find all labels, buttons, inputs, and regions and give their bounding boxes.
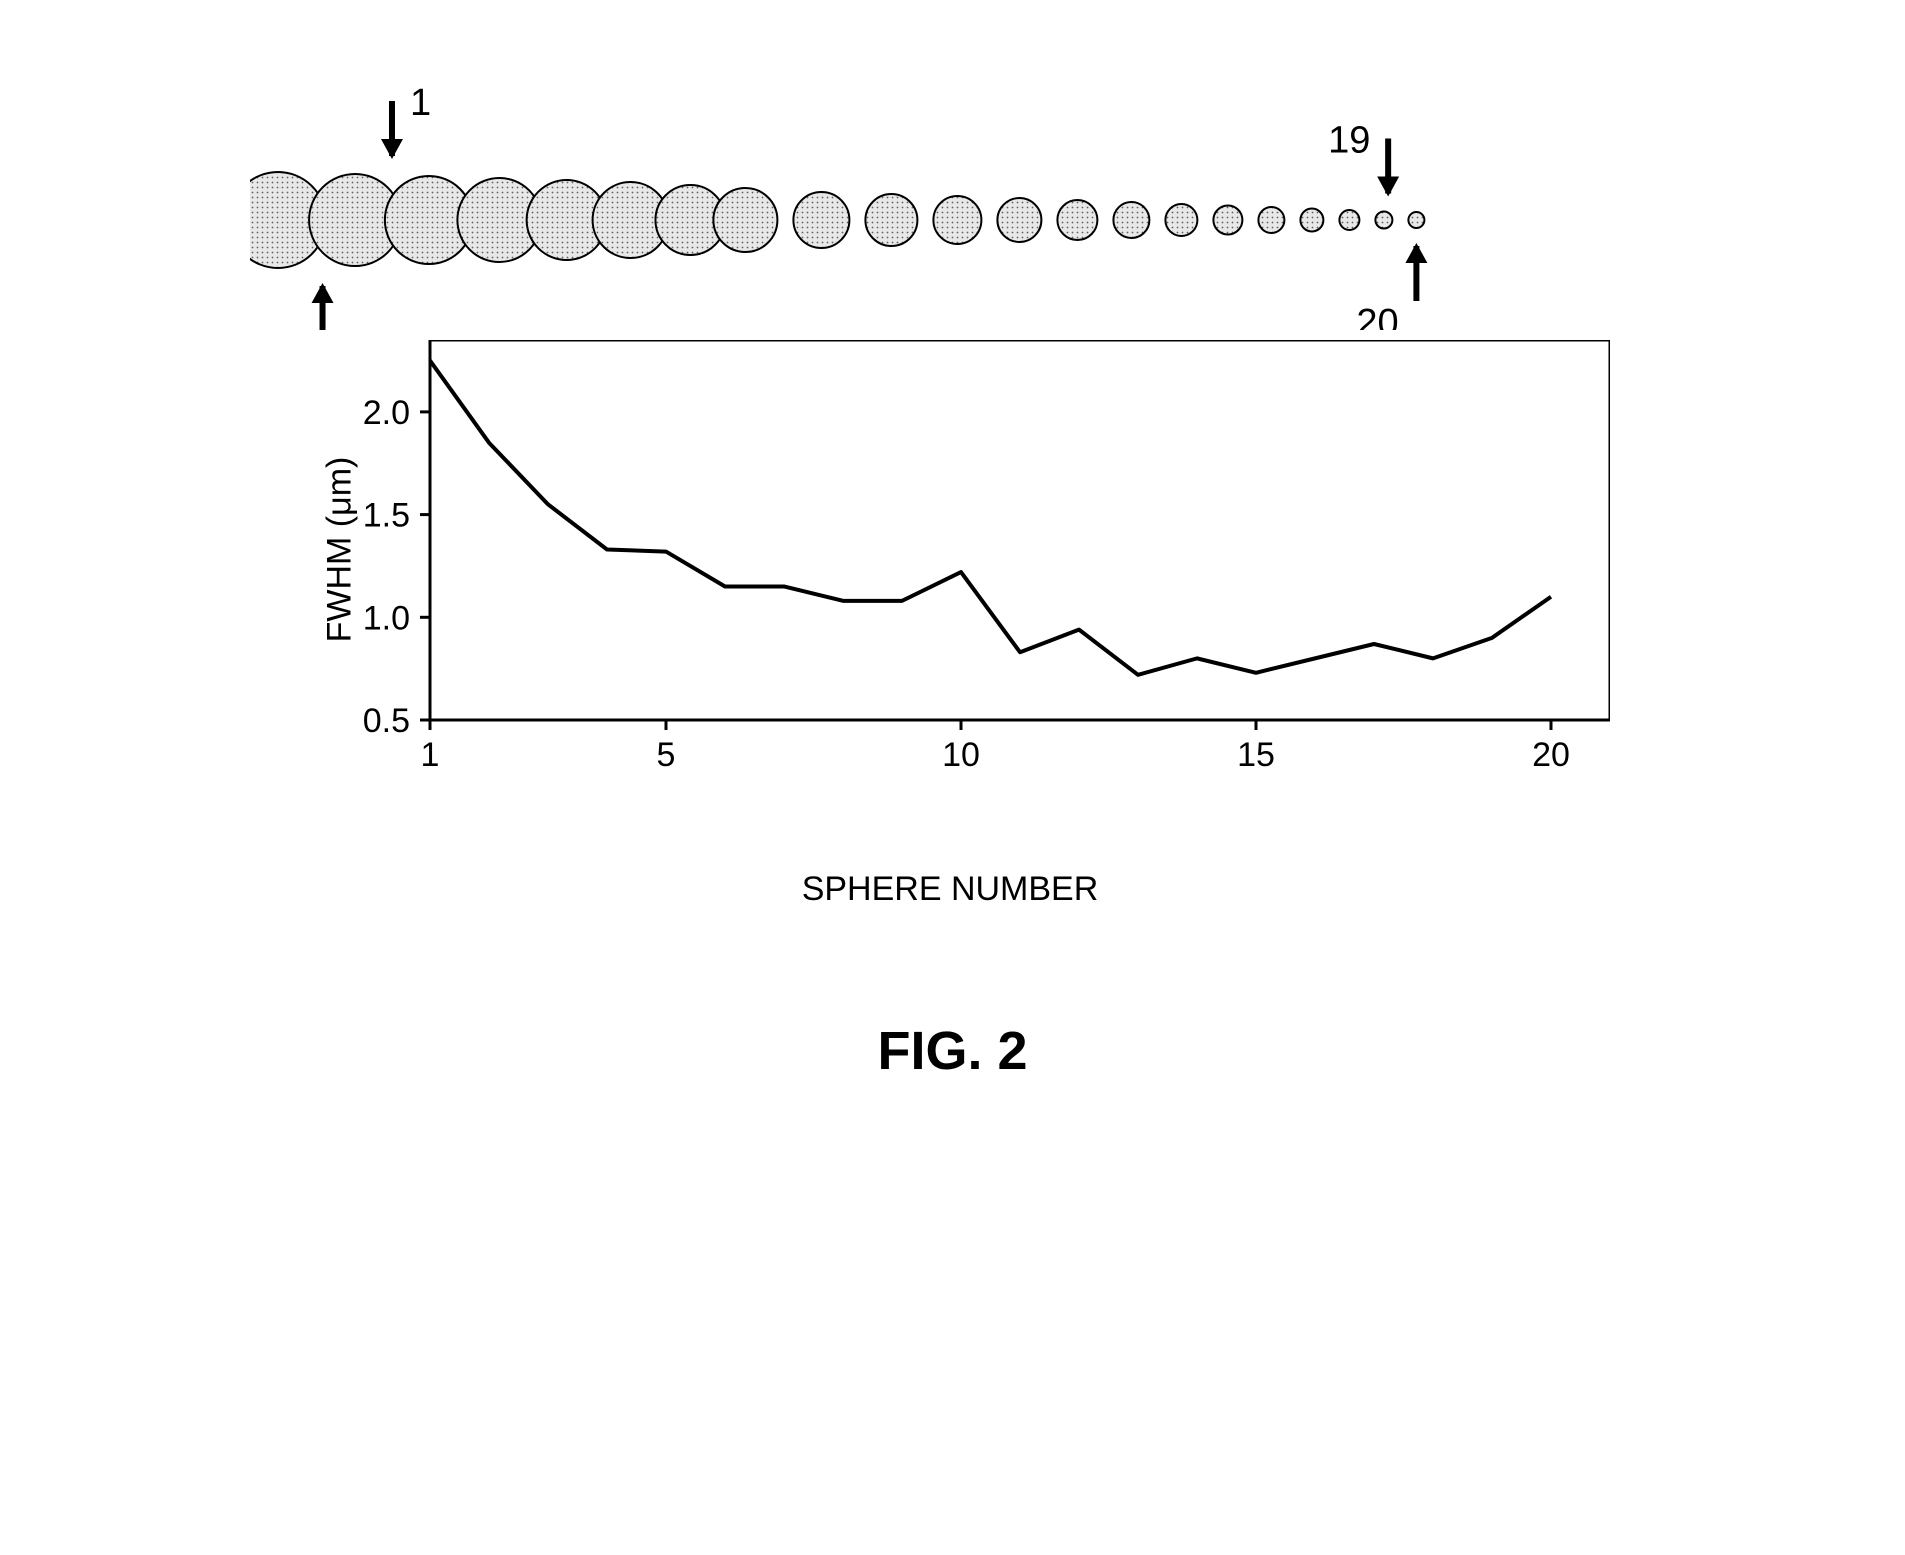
sphere-chain-diagram: 0 1 19 20 [250, 70, 1650, 330]
annotation-label: 20 [1356, 302, 1398, 330]
y-tick-label: 2.0 [363, 394, 410, 432]
sphere [1300, 209, 1323, 232]
y-tick-label: 1.5 [363, 497, 410, 535]
sphere [1057, 200, 1097, 240]
sphere [713, 188, 777, 252]
annotation-label: 19 [1328, 120, 1370, 162]
sphere [1375, 212, 1392, 229]
x-tick-label: 20 [1532, 736, 1570, 774]
sphere [1213, 206, 1242, 235]
annotation-arrow: 1 [381, 82, 431, 159]
x-axis-label: SPHERE NUMBER [650, 870, 1250, 909]
sphere [1113, 202, 1149, 238]
sphere [933, 196, 981, 244]
y-tick-label: 1.0 [363, 599, 410, 637]
sphere [997, 198, 1041, 242]
annotation-arrow: 20 [1356, 243, 1427, 330]
annotation-arrow: 19 [1328, 120, 1399, 197]
x-tick-label: 5 [657, 736, 676, 774]
sphere [1258, 207, 1284, 233]
fwhm-chart: 0.51.01.52.015101520 FWHM (μm) [310, 340, 1610, 790]
sphere [865, 194, 917, 246]
annotation-label: 1 [410, 82, 431, 124]
sphere [1339, 210, 1359, 230]
fwhm-chart-svg: 0.51.01.52.015101520 [310, 340, 1610, 860]
sphere [1408, 212, 1424, 228]
x-tick-label: 15 [1237, 736, 1275, 774]
figure-2: 011920 0.51.01.52.015101520 FWHM (μm) SP… [250, 70, 1650, 790]
sphere [793, 192, 849, 248]
plot-border [430, 340, 1610, 720]
x-tick-label: 1 [421, 736, 440, 774]
sphere [1165, 204, 1197, 236]
x-tick-label: 10 [942, 736, 980, 774]
annotation-arrow: 0 [312, 283, 362, 330]
y-tick-label: 0.5 [363, 702, 410, 740]
figure-label: FIG. 2 [0, 1020, 1905, 1082]
y-axis-label: FWHM (μm) [321, 450, 360, 650]
sphere-chain-svg: 0 1 19 20 [250, 70, 1650, 330]
